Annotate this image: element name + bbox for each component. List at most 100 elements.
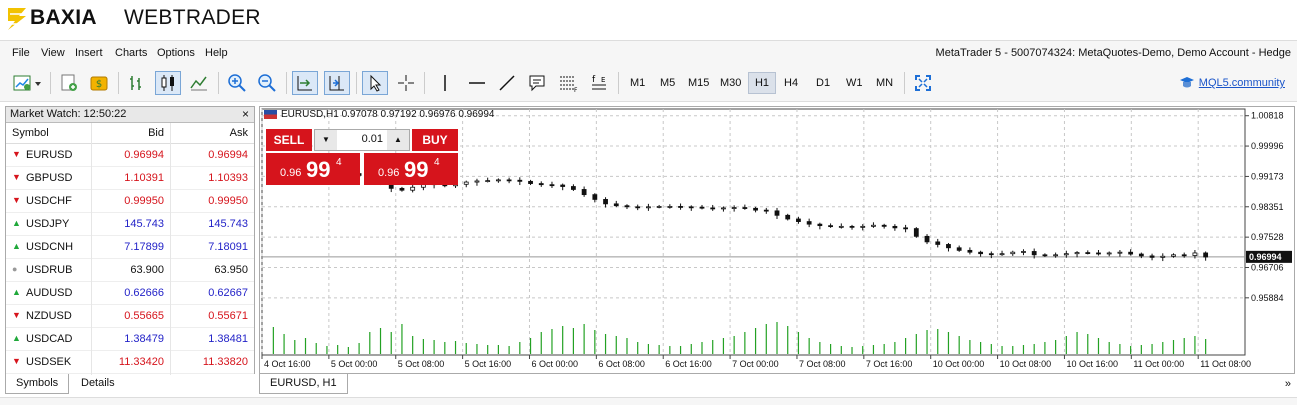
tab-eurusd-h1[interactable]: EURUSD, H1 (259, 374, 348, 394)
tab-details[interactable]: Details (81, 377, 115, 389)
lot-size-value[interactable]: 0.01 (361, 133, 383, 145)
candle (742, 207, 748, 209)
table-row[interactable]: ▼ USDSEK 11.33420 11.33820 (6, 351, 254, 374)
y-tick-label: 0.96706 (1251, 262, 1284, 272)
timeframe-h4[interactable]: H4 (784, 77, 799, 89)
candle (635, 206, 641, 209)
candle (967, 249, 973, 253)
market-watch-rows: ▼ EURUSD 0.96994 0.96994 ▼ GBPUSD 1.10391 1.103… (6, 144, 254, 374)
line-chart-icon[interactable] (186, 71, 212, 95)
candle (1149, 255, 1155, 258)
timeframe-d1[interactable]: D1 (816, 77, 831, 89)
table-row[interactable]: ▲ USDCNH 7.17899 7.18091 (6, 236, 254, 259)
column-ask[interactable]: Ask (229, 127, 248, 139)
chart-window[interactable]: 1.00818 0.99996 0.99173 0.98351 0.97528 0.967… (259, 106, 1295, 374)
x-tick-label: 7 Oct 08:00 (799, 359, 846, 369)
arrow-down-icon: ▼ (12, 149, 21, 159)
sell-price[interactable]: 0.96 99 4 (266, 153, 360, 185)
autoscroll-icon[interactable] (292, 71, 318, 95)
close-icon[interactable]: × (241, 107, 249, 121)
buy-price[interactable]: 0.96 99 4 (364, 153, 458, 185)
tab-symbols[interactable]: Symbols (5, 374, 70, 394)
zoom-in-icon[interactable] (224, 71, 250, 95)
timeframe-m5[interactable]: M5 (660, 77, 676, 89)
lot-decrease-icon[interactable]: ▼ (315, 130, 337, 150)
menu-view[interactable]: View (41, 47, 65, 59)
symbol-name: USDSEK (26, 356, 72, 368)
candlestick-chart-icon[interactable] (155, 71, 181, 95)
menu-options[interactable]: Options (157, 47, 195, 59)
bid-price: 1.10391 (124, 172, 164, 184)
table-row[interactable]: ● USDRUB 63.900 63.950 (6, 259, 254, 282)
horizontal-line-icon[interactable] (464, 71, 490, 95)
chart-shift-icon[interactable] (324, 71, 350, 95)
candle (517, 179, 523, 182)
timeframe-mn[interactable]: MN (876, 77, 894, 89)
symbol-name: EURUSD (26, 149, 73, 161)
cursor-icon[interactable] (362, 71, 388, 95)
zoom-out-icon[interactable] (254, 71, 280, 95)
mql5-community-icon (1179, 77, 1194, 88)
candle (935, 241, 941, 245)
table-row[interactable]: ▼ USDCHF 0.99950 0.99950 (6, 190, 254, 213)
candle (646, 206, 651, 209)
crosshair-icon[interactable] (393, 71, 419, 95)
fullscreen-icon[interactable] (910, 71, 936, 95)
table-row[interactable]: ▲ AUDUSD 0.62666 0.62667 (6, 282, 254, 305)
table-row[interactable]: ▼ NZDUSD 0.55665 0.55671 (6, 305, 254, 328)
menu-insert[interactable]: Insert (75, 47, 103, 59)
mql5-community-link[interactable]: MQL5.community (1179, 76, 1285, 90)
table-row[interactable]: ▼ EURUSD 0.96994 0.96994 (6, 144, 254, 167)
candle (721, 207, 726, 210)
candle (613, 203, 619, 207)
table-row[interactable]: ▲ USDCAD 1.38479 1.38481 (6, 328, 254, 351)
bid-price: 63.900 (130, 264, 164, 276)
symbol-flag-icon (264, 110, 277, 119)
candle (571, 186, 576, 190)
new-order-icon[interactable] (56, 71, 82, 95)
x-tick-label: 10 Oct 00:00 (933, 359, 985, 369)
candle (1053, 254, 1059, 257)
symbol-name: AUDUSD (26, 287, 73, 299)
buy-price-pips: 99 (404, 157, 429, 182)
text-icon[interactable] (524, 71, 550, 95)
menu-help[interactable]: Help (205, 47, 228, 59)
menu-charts[interactable]: Charts (115, 47, 148, 59)
candle (753, 207, 758, 211)
more-tabs-icon[interactable]: » (1284, 378, 1291, 390)
buy-price-prefix: 0.96 (378, 167, 400, 179)
brand-product: WEBTRADER (124, 6, 261, 29)
algo-trading-icon[interactable]: $ (86, 71, 112, 95)
lot-increase-icon[interactable]: ▲ (387, 130, 409, 150)
table-row[interactable]: ▼ GBPUSD 1.10391 1.10393 (6, 167, 254, 190)
brand-name: BAXIA (30, 6, 97, 29)
candle (1074, 252, 1080, 255)
x-tick-label: 6 Oct 00:00 (531, 359, 578, 369)
chart-symbol-ohlc: EURUSD,H1 0.97078 0.97192 0.96976 0.9699… (281, 109, 495, 120)
bar-chart-icon[interactable] (124, 71, 150, 95)
lot-size-input[interactable]: ▼ 0.01 ▲ (314, 129, 410, 151)
candle (538, 183, 544, 186)
fibonacci-icon[interactable]: F (555, 71, 581, 95)
column-symbol[interactable]: Symbol (12, 127, 49, 139)
timeframe-m1[interactable]: M1 (630, 77, 646, 89)
candle (506, 179, 512, 182)
buy-button[interactable]: BUY (412, 129, 458, 151)
candle (946, 244, 951, 249)
timeframe-h1[interactable]: H1 (748, 72, 776, 94)
symbol-name: USDCAD (26, 333, 73, 345)
y-tick-label: 0.99996 (1251, 141, 1284, 151)
vertical-line-icon[interactable] (432, 71, 458, 95)
candle (903, 227, 908, 230)
trendline-icon[interactable] (494, 71, 520, 95)
timeframe-m30[interactable]: M30 (720, 77, 742, 89)
timeframe-w1[interactable]: W1 (846, 77, 863, 89)
menu-file[interactable]: File (12, 47, 30, 59)
sell-button[interactable]: SELL (266, 129, 312, 151)
table-row[interactable]: ▲ USDJPY 145.743 145.743 (6, 213, 254, 236)
x-tick-label: 10 Oct 08:00 (1000, 359, 1052, 369)
new-chart-icon[interactable] (10, 71, 46, 95)
column-bid[interactable]: Bid (148, 127, 164, 139)
timeframe-m15[interactable]: M15 (688, 77, 710, 89)
